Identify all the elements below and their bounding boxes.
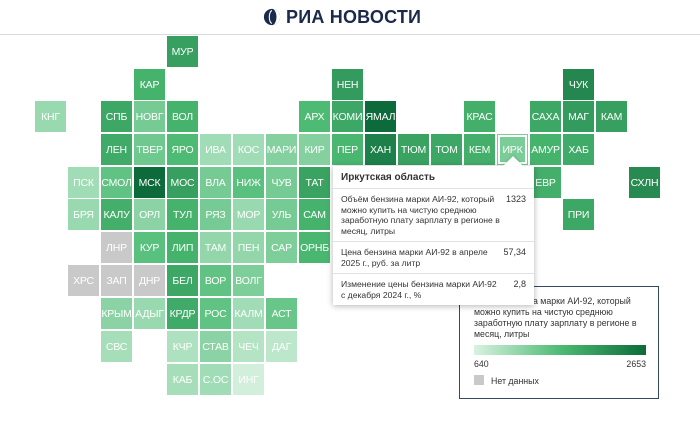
region-tile-рос[interactable]: РОС xyxy=(200,298,231,329)
region-tile-кнг[interactable]: КНГ xyxy=(35,101,66,132)
region-tile-кур[interactable]: КУР xyxy=(134,232,165,263)
region-tile-пск[interactable]: ПСК xyxy=(68,167,99,198)
region-tile-бря[interactable]: БРЯ xyxy=(68,199,99,230)
region-tile-кар[interactable]: КАР xyxy=(134,69,165,100)
region-tile-ива[interactable]: ИВА xyxy=(200,134,231,165)
region-tile-крым[interactable]: КРЫМ xyxy=(101,298,132,329)
region-tile-с.ос[interactable]: С.ОС xyxy=(200,364,231,395)
region-tile-там[interactable]: ТАМ xyxy=(200,232,231,263)
legend-min-label: 640 xyxy=(474,359,489,369)
region-tile-кир[interactable]: КИР xyxy=(299,134,330,165)
tooltip-row-label: Изменение цены бензина марки АИ-92 с дек… xyxy=(341,279,497,300)
logo-text: РИА НОВОСТИ xyxy=(286,6,422,27)
region-tile-вол[interactable]: ВОЛ xyxy=(167,101,198,132)
legend-color-scale xyxy=(474,345,646,355)
site-header: РИА НОВОСТИ xyxy=(0,0,700,35)
ria-globe-icon xyxy=(263,8,281,26)
region-tile-даг[interactable]: ДАГ xyxy=(266,331,297,362)
region-tile-кам[interactable]: КАМ xyxy=(596,101,627,132)
ria-logo[interactable]: РИА НОВОСТИ xyxy=(263,6,421,28)
region-tile-пер[interactable]: ПЕР xyxy=(332,134,363,165)
region-tile-кос[interactable]: КОС xyxy=(233,134,264,165)
region-tile-калу[interactable]: КАЛУ xyxy=(101,199,132,230)
region-tile-амур[interactable]: АМУР xyxy=(530,134,561,165)
region-tile-днр[interactable]: ДНР xyxy=(134,265,165,296)
region-tile-сар[interactable]: САР xyxy=(266,232,297,263)
region-tile-орнб[interactable]: ОРНБ xyxy=(299,232,330,263)
region-tile-яро[interactable]: ЯРО xyxy=(167,134,198,165)
legend-max-label: 2653 xyxy=(626,359,646,369)
region-tile-лип[interactable]: ЛИП xyxy=(167,232,198,263)
region-tile-кем[interactable]: КЕМ xyxy=(464,134,495,165)
region-tile-чув[interactable]: ЧУВ xyxy=(266,167,297,198)
region-tile-инг[interactable]: ИНГ xyxy=(233,364,264,395)
tooltip-row-label: Цена бензина марки АИ-92 в апреле 2025 г… xyxy=(341,247,488,268)
region-tile-чук[interactable]: ЧУК xyxy=(563,69,594,100)
region-tooltip: Иркутская область Объём бензина марки АИ… xyxy=(333,166,534,305)
region-tile-калм[interactable]: КАЛМ xyxy=(233,298,264,329)
region-tile-тул[interactable]: ТУЛ xyxy=(167,199,198,230)
region-tile-каб[interactable]: КАБ xyxy=(167,364,198,395)
tooltip-pointer xyxy=(503,156,523,166)
region-tile-тюм[interactable]: ТЮМ xyxy=(398,134,429,165)
region-tile-кчр[interactable]: КЧР xyxy=(167,331,198,362)
region-tile-ямал[interactable]: ЯМАЛ xyxy=(365,101,396,132)
region-tile-крдр[interactable]: КРДР xyxy=(167,298,198,329)
region-tile-мск[interactable]: МСК xyxy=(134,167,165,198)
region-tile-коми[interactable]: КОМИ xyxy=(332,101,363,132)
region-tile-спб[interactable]: СПБ xyxy=(101,101,132,132)
region-tile-тат[interactable]: ТАТ xyxy=(299,167,330,198)
region-tile-маг[interactable]: МАГ xyxy=(563,101,594,132)
tooltip-title: Иркутская область xyxy=(333,166,534,189)
region-tile-мос[interactable]: МОС xyxy=(167,167,198,198)
region-tile-саха[interactable]: САХА xyxy=(530,101,561,132)
region-tile-хрс[interactable]: ХРС xyxy=(68,265,99,296)
tooltip-row-value: 1323 xyxy=(505,194,526,204)
legend-no-data-label: Нет данных xyxy=(491,376,539,386)
region-tile-аст[interactable]: АСТ xyxy=(266,298,297,329)
tooltip-row-label: Объём бензина марки АИ-92, который можно… xyxy=(341,194,500,236)
region-tile-уль[interactable]: УЛЬ xyxy=(266,199,297,230)
tooltip-row-value: 57,34 xyxy=(503,247,526,257)
region-tile-крас[interactable]: КРАС xyxy=(464,101,495,132)
region-tile-схлн[interactable]: СХЛН xyxy=(629,167,660,198)
region-tile-орл[interactable]: ОРЛ xyxy=(134,199,165,230)
region-tile-адыг[interactable]: АДЫГ xyxy=(134,298,165,329)
region-tile-пен[interactable]: ПЕН xyxy=(233,232,264,263)
tooltip-row: Цена бензина марки АИ-92 в апреле 2025 г… xyxy=(333,242,534,274)
region-tile-зап[interactable]: ЗАП xyxy=(101,265,132,296)
region-tile-волг[interactable]: ВОЛГ xyxy=(233,265,264,296)
region-tile-нен[interactable]: НЕН xyxy=(332,69,363,100)
region-tile-бел[interactable]: БЕЛ xyxy=(167,265,198,296)
region-tile-лнр[interactable]: ЛНР xyxy=(101,232,132,263)
region-tile-том[interactable]: ТОМ xyxy=(431,134,462,165)
legend-no-data-swatch xyxy=(474,375,484,385)
region-tile-смол[interactable]: СМОЛ xyxy=(101,167,132,198)
region-tile-евр[interactable]: ЕВР xyxy=(530,167,561,198)
region-tile-твер[interactable]: ТВЕР xyxy=(134,134,165,165)
region-tile-сам[interactable]: САМ xyxy=(299,199,330,230)
region-tile-при[interactable]: ПРИ xyxy=(563,199,594,230)
region-tile-свс[interactable]: СВС xyxy=(101,331,132,362)
region-tile-мур[interactable]: МУР xyxy=(167,36,198,67)
region-tile-хан[interactable]: ХАН xyxy=(365,134,396,165)
region-tile-став[interactable]: СТАВ xyxy=(200,331,231,362)
region-tile-чеч[interactable]: ЧЕЧ xyxy=(233,331,264,362)
region-tile-ряз[interactable]: РЯЗ xyxy=(200,199,231,230)
tooltip-row: Изменение цены бензина марки АИ-92 с дек… xyxy=(333,274,534,305)
region-tile-лен[interactable]: ЛЕН xyxy=(101,134,132,165)
region-tile-ниж[interactable]: НИЖ xyxy=(233,167,264,198)
region-tile-мор[interactable]: МОР xyxy=(233,199,264,230)
tooltip-row: Объём бензина марки АИ-92, который можно… xyxy=(333,189,534,242)
region-tile-хаб[interactable]: ХАБ xyxy=(563,134,594,165)
region-tile-арх[interactable]: АРХ xyxy=(299,101,330,132)
region-tile-мари[interactable]: МАРИ xyxy=(266,134,297,165)
region-tile-вор[interactable]: ВОР xyxy=(200,265,231,296)
region-tile-вла[interactable]: ВЛА xyxy=(200,167,231,198)
region-tile-новг[interactable]: НОВГ xyxy=(134,101,165,132)
legend-title: Объём бензина марки АИ-92, который можно… xyxy=(474,296,637,339)
tooltip-row-value: 2,8 xyxy=(513,279,526,289)
